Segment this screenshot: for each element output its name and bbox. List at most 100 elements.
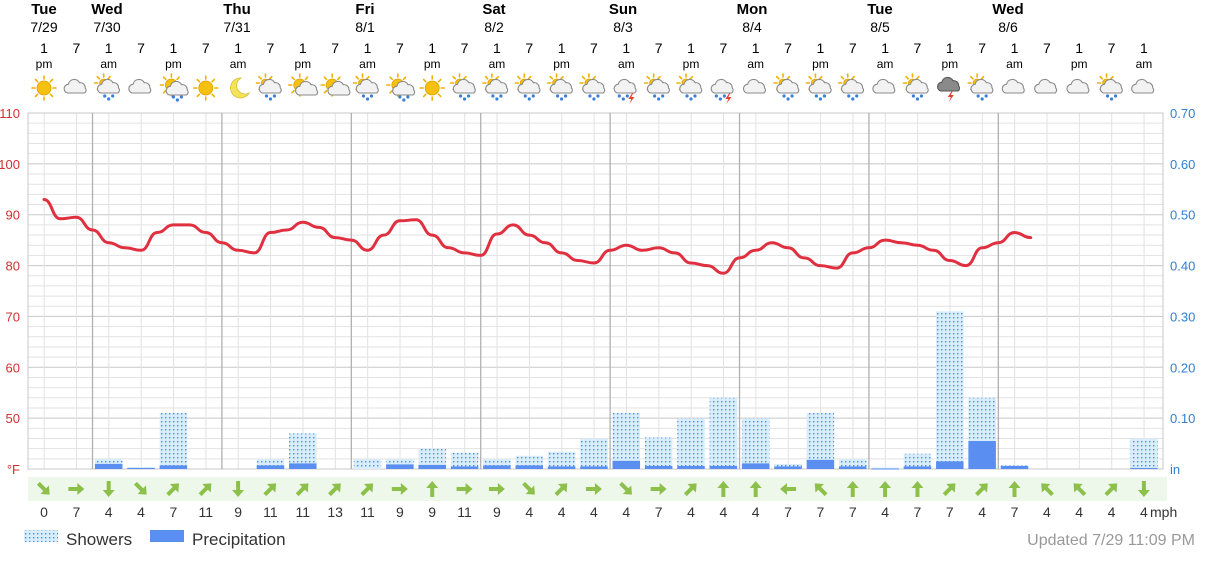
cloud-shape bbox=[1131, 78, 1155, 94]
wind-arrow-shape bbox=[814, 483, 828, 497]
sun-ray bbox=[980, 75, 985, 80]
wind-speed: 11 bbox=[198, 504, 213, 520]
wind-arrow-shape bbox=[166, 483, 180, 497]
cloud-shape bbox=[646, 78, 670, 94]
wind-arrow-e bbox=[391, 483, 408, 495]
sun-ray bbox=[211, 93, 216, 98]
lightning-bolt bbox=[725, 93, 732, 104]
hour-number: 1 bbox=[234, 40, 242, 56]
sun-ray bbox=[211, 78, 216, 83]
day-date: 8/6 bbox=[998, 19, 1018, 35]
left-tick-label: 50 bbox=[6, 411, 20, 426]
hour-number: 1 bbox=[881, 40, 889, 56]
cloud-shape bbox=[258, 78, 282, 94]
rain-drop bbox=[556, 94, 560, 98]
hour-number: 7 bbox=[719, 40, 727, 56]
rain-drop bbox=[458, 94, 463, 98]
precip-bar bbox=[871, 468, 899, 470]
wind-speed: 7 bbox=[817, 504, 825, 520]
cloud-icon bbox=[872, 78, 896, 94]
wind-speed: 11 bbox=[263, 504, 278, 520]
hour-number: 7 bbox=[978, 40, 986, 56]
rain-drop bbox=[111, 94, 115, 98]
wind-arrow-shape bbox=[426, 481, 439, 497]
cloud-rain-icon bbox=[643, 73, 670, 101]
wind-speed: 4 bbox=[137, 504, 145, 520]
rain-drop bbox=[689, 97, 693, 101]
hour-number: 7 bbox=[1043, 40, 1051, 56]
wind-speed: 7 bbox=[655, 504, 663, 520]
sun-ray bbox=[495, 75, 500, 80]
wind-arrow-shape bbox=[360, 483, 374, 497]
wind-arrow-e bbox=[488, 483, 505, 495]
sun-ray bbox=[389, 89, 393, 94]
hour-number: 7 bbox=[202, 40, 210, 56]
cloud-icon bbox=[1131, 78, 1155, 94]
legend-showers-label: Showers bbox=[66, 530, 132, 549]
sun-ray bbox=[337, 76, 341, 81]
hour-ampm: pm bbox=[294, 57, 311, 71]
sun-ray bbox=[291, 76, 295, 81]
wind-arrow-ne bbox=[683, 483, 697, 497]
wind-speed: 9 bbox=[428, 504, 436, 520]
showers-bar bbox=[709, 397, 738, 469]
cloud-shape bbox=[808, 78, 832, 94]
sun-ray bbox=[905, 75, 910, 80]
wind-arrow-shape bbox=[232, 481, 245, 497]
wind-arrow-shape bbox=[554, 483, 568, 497]
wind-arrow-shape bbox=[942, 483, 956, 497]
wind-speed: 13 bbox=[327, 504, 343, 520]
wind-arrow-s bbox=[1137, 481, 1150, 497]
wind-arrow-se bbox=[522, 481, 535, 495]
left-tick-label: °F bbox=[7, 462, 20, 477]
sun-ray bbox=[304, 76, 309, 81]
sun-ray bbox=[969, 75, 974, 80]
cloud-shape bbox=[841, 78, 865, 94]
wind-arrow-shape bbox=[780, 483, 797, 495]
cloud-shape bbox=[355, 78, 379, 94]
wind-arrow-shape bbox=[68, 483, 85, 495]
precip-bar bbox=[386, 464, 414, 469]
legend-precip-swatch bbox=[150, 530, 184, 542]
wind-speed: 11 bbox=[457, 504, 472, 520]
moon-icon bbox=[230, 77, 251, 99]
cloud-shape bbox=[1066, 78, 1090, 94]
wind-speed: 9 bbox=[396, 504, 404, 520]
wind-speed: 9 bbox=[493, 504, 501, 520]
hour-number: 7 bbox=[1108, 40, 1116, 56]
hour-number: 1 bbox=[40, 40, 48, 56]
sun-ray bbox=[196, 93, 201, 98]
sun-ray bbox=[808, 75, 812, 80]
sun-ray bbox=[162, 76, 167, 81]
sun-ray bbox=[484, 75, 489, 80]
cloud-shape bbox=[96, 78, 120, 94]
day-name: Wed bbox=[992, 1, 1023, 18]
rain-drop bbox=[851, 97, 855, 101]
cloud-shape bbox=[327, 80, 351, 96]
hour-ampm: am bbox=[1006, 57, 1023, 71]
hour-ampm: pm bbox=[1071, 57, 1088, 71]
left-axis: 110 100 90 80 70 60 50 °F bbox=[0, 106, 20, 477]
wind-row: 0 7 4 4 7 11 9 11 11 13 11 9 9 11 9 4 4 4 4 7 4 4 4 7 7 7 4 7 7 4 7 4 4 4… bbox=[28, 477, 1177, 520]
rain-drop bbox=[499, 94, 503, 98]
rain-drop bbox=[272, 94, 277, 98]
cloud-icon bbox=[63, 78, 87, 94]
hour-number: 7 bbox=[914, 40, 922, 56]
showers-bar bbox=[289, 433, 317, 469]
rain-drop bbox=[661, 94, 665, 98]
wind-speed: 7 bbox=[849, 504, 857, 520]
cloud-shape bbox=[295, 80, 319, 96]
hour-ampm: pm bbox=[424, 57, 441, 71]
precip-bars bbox=[94, 311, 1158, 470]
weather-icons bbox=[31, 73, 1155, 104]
hour-number: 1 bbox=[299, 40, 307, 56]
updated-timestamp: Updated 7/29 11:09 PM bbox=[1027, 532, 1195, 549]
sun-ray bbox=[323, 89, 328, 94]
hour-number: 7 bbox=[137, 40, 145, 56]
hour-number: 7 bbox=[590, 40, 598, 56]
cloud-rain-icon bbox=[482, 73, 509, 101]
showers-bar bbox=[677, 418, 705, 469]
cloud-rain-icon bbox=[805, 73, 832, 101]
wind-speed: 4 bbox=[687, 504, 695, 520]
